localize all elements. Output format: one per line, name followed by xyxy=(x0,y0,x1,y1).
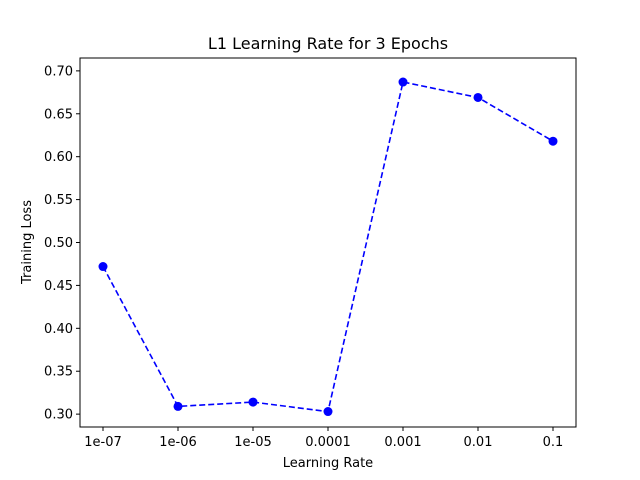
x-tick-label: 0.1 xyxy=(543,435,564,450)
y-tick-label: 0.40 xyxy=(44,322,73,337)
x-tick-label: 0.001 xyxy=(384,435,421,450)
x-tick-label: 1e-07 xyxy=(84,435,122,450)
data-point xyxy=(173,401,183,411)
y-tick-label: 0.55 xyxy=(44,193,73,208)
chart-title: L1 Learning Rate for 3 Epochs xyxy=(208,34,448,53)
x-tick-label: 0.0001 xyxy=(305,435,351,450)
x-tick-label: 0.01 xyxy=(464,435,493,450)
data-point xyxy=(473,92,483,102)
y-tick-label: 0.65 xyxy=(44,107,73,122)
data-point xyxy=(398,77,408,87)
y-tick-label: 0.50 xyxy=(44,236,73,251)
y-tick-label: 0.45 xyxy=(44,279,73,294)
y-tick-label: 0.35 xyxy=(44,365,73,380)
data-point xyxy=(548,136,558,146)
x-axis: 1e-07 1e-06 1e-05 0.0001 0.001 0.01 0.1 xyxy=(84,427,563,450)
plot-frame xyxy=(79,57,577,428)
x-tick-label: 1e-06 xyxy=(159,435,197,450)
x-tick-label: 1e-05 xyxy=(234,435,272,450)
y-axis-label: Training Loss xyxy=(20,200,35,285)
data-point xyxy=(98,262,108,272)
y-tick-label: 0.30 xyxy=(44,408,73,423)
data-point xyxy=(248,397,258,407)
y-axis: 0.30 0.35 0.40 0.45 0.50 0.55 0.60 0.65 0.70 xyxy=(44,64,80,423)
x-axis-label: Learning Rate xyxy=(283,456,373,471)
series-line xyxy=(102,81,554,413)
y-tick-label: 0.70 xyxy=(44,64,73,79)
data-point xyxy=(323,407,333,417)
plot-area xyxy=(98,77,558,417)
y-tick-label: 0.60 xyxy=(44,150,73,165)
